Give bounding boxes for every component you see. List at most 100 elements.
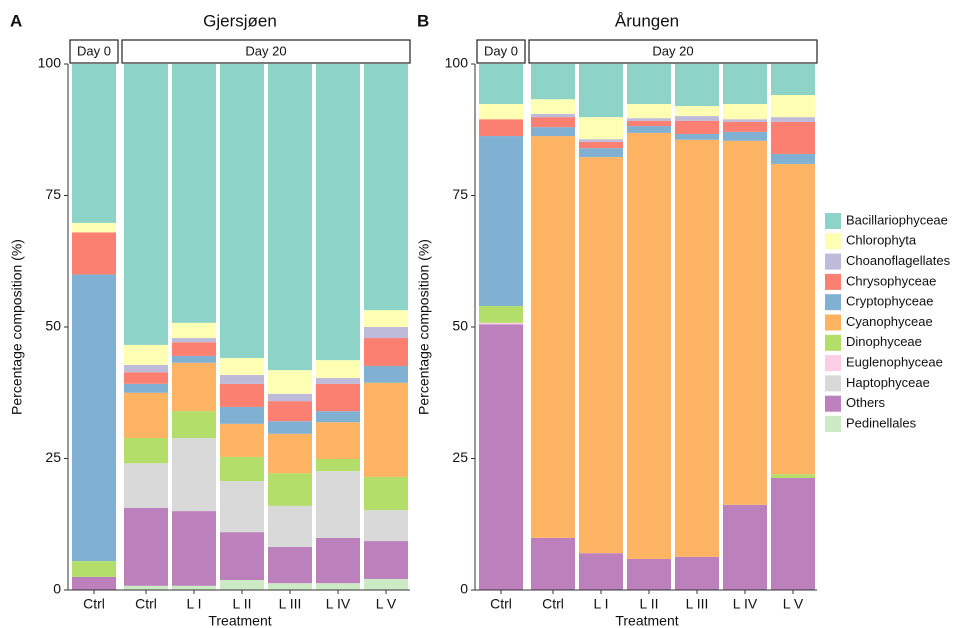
panel-label: B [417, 11, 429, 30]
bar-segment [364, 64, 408, 311]
legend-label: Dinophyceae [846, 334, 922, 349]
bar-segment [268, 433, 312, 474]
bar-segment [220, 532, 264, 581]
bar-segment [124, 64, 168, 345]
bar-segment [72, 64, 116, 223]
bar-segment [364, 310, 408, 327]
y-tick-label: 100 [38, 55, 62, 71]
bar-segment [479, 119, 523, 137]
x-tick-label: L IV [733, 596, 758, 612]
bar-segment [723, 131, 767, 141]
bar-segment [675, 556, 719, 590]
x-tick-label: L III [686, 596, 709, 612]
bar-segment [723, 121, 767, 132]
bar-segment [220, 456, 264, 482]
bar-segment [124, 507, 168, 586]
x-tick-label: Ctrl [135, 596, 157, 612]
y-tick-label: 25 [45, 449, 61, 465]
bar-segment [579, 141, 623, 149]
bar-segment [72, 561, 116, 577]
legend-swatch [825, 395, 841, 412]
bar-segment [124, 437, 168, 464]
bar-segment [172, 342, 216, 356]
bar-segment [579, 64, 623, 118]
bar-segment [268, 505, 312, 547]
x-tick-label: L V [376, 596, 397, 612]
bar-segment [220, 374, 264, 384]
bar-segment [124, 383, 168, 393]
bar-segment [479, 305, 523, 323]
bar-segment [72, 222, 116, 233]
legend-label: Haptophyceae [846, 375, 930, 390]
bar-segment [268, 546, 312, 584]
bar-segment [579, 139, 623, 142]
bar-segment [316, 583, 360, 590]
bar-segment [723, 64, 767, 104]
bar-segment [268, 64, 312, 371]
facet-label: Day 20 [245, 43, 286, 58]
legend-label: Chlorophyta [846, 233, 917, 248]
bar-segment [675, 133, 719, 140]
facet-strip [69, 39, 119, 64]
legend-swatch [825, 416, 841, 432]
bar-segment [124, 372, 168, 384]
bar-segment [627, 120, 671, 127]
bar-segment [579, 553, 623, 590]
bar-segment [316, 422, 360, 460]
bar-segment [124, 364, 168, 373]
x-tick-label: Ctrl [542, 596, 564, 612]
bar-segment [172, 322, 216, 339]
bar-segment [675, 106, 719, 117]
bar-segment [220, 358, 264, 375]
bar-segment [771, 121, 815, 154]
bar-segment [531, 113, 575, 118]
bar-segment [675, 139, 719, 557]
bar-segment [771, 117, 815, 122]
bar-segment [364, 365, 408, 383]
facet-label: Day 20 [652, 43, 693, 58]
facet-strip [476, 39, 526, 64]
legend-label: Euglenophyceae [846, 355, 943, 370]
legend-swatch [825, 213, 841, 229]
bar-segment [72, 576, 116, 590]
bar-segment [479, 322, 523, 325]
x-tick-label: Ctrl [83, 596, 105, 612]
bar-segment [316, 411, 360, 423]
bar-segment [364, 578, 408, 590]
panel-label: A [10, 11, 22, 30]
bar-segment [220, 64, 264, 359]
bar-segment [172, 585, 216, 590]
bar-segment [220, 481, 264, 533]
bar-segment [220, 423, 264, 457]
legend-swatch [825, 273, 841, 290]
bar-segment [172, 64, 216, 323]
bar-segment [364, 541, 408, 579]
bar-segment [268, 473, 312, 506]
bar-segment [771, 477, 815, 590]
x-tick-label: Ctrl [490, 596, 512, 612]
bar-segment [723, 119, 767, 122]
bar-segment [771, 163, 815, 475]
y-tick-label: 75 [45, 186, 61, 202]
bar-segment [579, 148, 623, 158]
bar-segment [627, 103, 671, 119]
bar-segment [723, 504, 767, 590]
bar-segment [220, 580, 264, 590]
bar-segment [268, 393, 312, 402]
bar-segment [675, 64, 719, 107]
bar-segment [172, 338, 216, 343]
x-axis-label: Treatment [615, 613, 678, 628]
x-tick-label: L V [783, 596, 804, 612]
legend-label: Chrysophyceae [846, 273, 936, 288]
bar-segment [531, 117, 575, 128]
bar-segment [268, 370, 312, 394]
legend-swatch [825, 334, 841, 351]
bar-segment [579, 117, 623, 140]
bar-segment [723, 103, 767, 120]
x-tick-label: L I [186, 596, 201, 612]
bar-segment [172, 355, 216, 363]
bar-segment [675, 116, 719, 121]
bar-segment [316, 383, 360, 412]
bar-segment [364, 510, 408, 542]
